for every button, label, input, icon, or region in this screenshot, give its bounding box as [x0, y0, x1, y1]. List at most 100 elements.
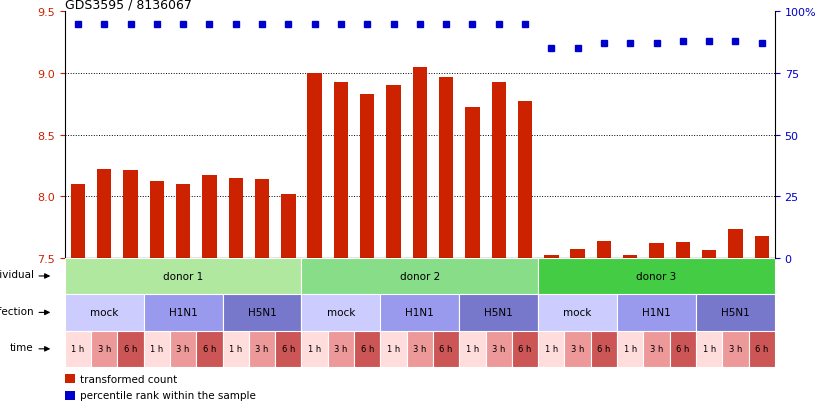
- Text: 3 h: 3 h: [570, 344, 584, 354]
- Bar: [622, 256, 636, 258]
- Text: 6 h: 6 h: [439, 344, 452, 354]
- Text: 6 h: 6 h: [518, 344, 531, 354]
- Bar: [491, 83, 505, 258]
- Text: H5N1: H5N1: [247, 308, 276, 318]
- Bar: [748, 331, 774, 367]
- Text: transformed count: transformed count: [80, 374, 177, 384]
- Text: 3 h: 3 h: [649, 344, 663, 354]
- Bar: [301, 294, 380, 331]
- Bar: [301, 331, 328, 367]
- Bar: [722, 331, 748, 367]
- Bar: [249, 331, 275, 367]
- Text: percentile rank within the sample: percentile rank within the sample: [80, 390, 256, 400]
- Bar: [143, 294, 222, 331]
- Bar: [91, 331, 117, 367]
- Bar: [432, 331, 459, 367]
- Bar: [328, 331, 354, 367]
- Text: donor 1: donor 1: [163, 271, 203, 281]
- Text: H1N1: H1N1: [641, 308, 670, 318]
- Bar: [438, 78, 453, 258]
- Bar: [464, 108, 479, 258]
- Bar: [380, 331, 406, 367]
- Bar: [65, 331, 91, 367]
- Bar: [196, 331, 222, 367]
- Bar: [675, 242, 690, 258]
- Bar: [65, 375, 75, 383]
- Bar: [643, 331, 669, 367]
- Text: 1 h: 1 h: [308, 344, 321, 354]
- Bar: [617, 294, 695, 331]
- Bar: [701, 251, 716, 258]
- Text: 6 h: 6 h: [281, 344, 295, 354]
- Text: mock: mock: [326, 308, 355, 318]
- Text: time: time: [10, 342, 34, 352]
- Text: 1 h: 1 h: [702, 344, 715, 354]
- Bar: [70, 184, 85, 258]
- Text: 3 h: 3 h: [176, 344, 189, 354]
- Bar: [459, 331, 485, 367]
- Bar: [596, 241, 610, 258]
- Text: H5N1: H5N1: [720, 308, 749, 318]
- Bar: [360, 95, 374, 258]
- Bar: [301, 258, 537, 294]
- Bar: [537, 331, 563, 367]
- Bar: [695, 331, 722, 367]
- Text: donor 2: donor 2: [399, 271, 440, 281]
- Bar: [406, 331, 432, 367]
- Text: mock: mock: [90, 308, 118, 318]
- Bar: [149, 182, 164, 258]
- Bar: [753, 236, 768, 258]
- Text: H5N1: H5N1: [484, 308, 513, 318]
- Text: 6 h: 6 h: [596, 344, 610, 354]
- Bar: [412, 68, 427, 258]
- Text: 6 h: 6 h: [676, 344, 689, 354]
- Bar: [485, 331, 511, 367]
- Text: donor 3: donor 3: [636, 271, 676, 281]
- Text: infection: infection: [0, 306, 34, 316]
- Bar: [170, 331, 196, 367]
- Bar: [695, 294, 774, 331]
- Text: H1N1: H1N1: [169, 308, 197, 318]
- Bar: [354, 331, 380, 367]
- Bar: [590, 331, 617, 367]
- Bar: [727, 230, 742, 258]
- Bar: [123, 171, 138, 258]
- Text: 1 h: 1 h: [623, 344, 636, 354]
- Bar: [222, 294, 301, 331]
- Text: 3 h: 3 h: [255, 344, 269, 354]
- Text: 6 h: 6 h: [754, 344, 767, 354]
- Text: 1 h: 1 h: [229, 344, 242, 354]
- Bar: [617, 331, 643, 367]
- Bar: [176, 184, 190, 258]
- Text: 3 h: 3 h: [728, 344, 741, 354]
- Bar: [65, 294, 143, 331]
- Text: 1 h: 1 h: [150, 344, 163, 354]
- Bar: [307, 74, 322, 258]
- Bar: [65, 258, 301, 294]
- Bar: [544, 256, 558, 258]
- Text: 3 h: 3 h: [413, 344, 426, 354]
- Bar: [563, 331, 590, 367]
- Bar: [459, 294, 537, 331]
- Text: 1 h: 1 h: [387, 344, 400, 354]
- Text: 1 h: 1 h: [71, 344, 84, 354]
- Bar: [333, 83, 348, 258]
- Bar: [281, 194, 295, 258]
- Bar: [570, 249, 584, 258]
- Text: 1 h: 1 h: [544, 344, 557, 354]
- Bar: [517, 102, 532, 258]
- Bar: [275, 331, 301, 367]
- Text: 3 h: 3 h: [334, 344, 347, 354]
- Bar: [222, 331, 249, 367]
- Text: 1 h: 1 h: [465, 344, 478, 354]
- Text: 6 h: 6 h: [202, 344, 216, 354]
- Text: 3 h: 3 h: [97, 344, 111, 354]
- Bar: [117, 331, 143, 367]
- Bar: [255, 180, 269, 258]
- Text: 3 h: 3 h: [491, 344, 505, 354]
- Bar: [229, 178, 242, 258]
- Bar: [537, 258, 774, 294]
- Bar: [511, 331, 537, 367]
- Bar: [386, 86, 400, 258]
- Text: GDS3595 / 8136067: GDS3595 / 8136067: [65, 0, 192, 11]
